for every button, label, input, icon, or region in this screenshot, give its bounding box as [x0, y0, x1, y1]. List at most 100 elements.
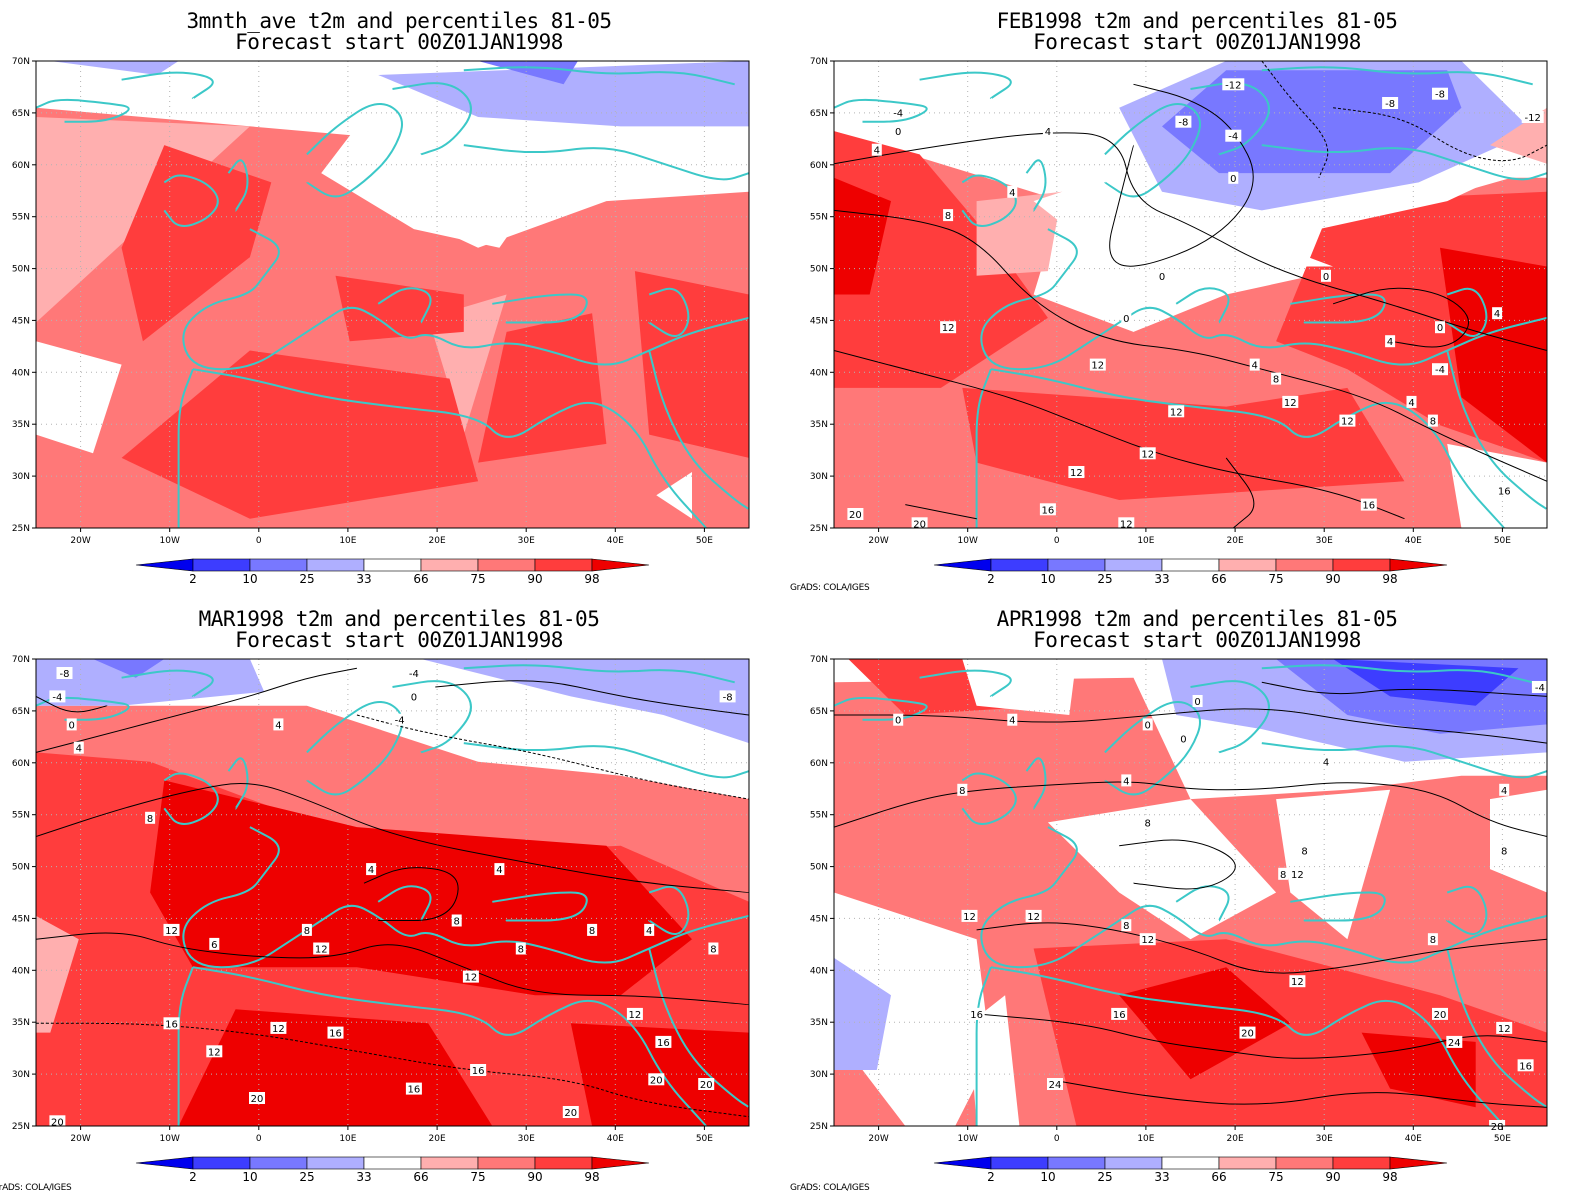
contour-line: [1333, 107, 1547, 162]
contour-label: 8: [959, 786, 965, 797]
colorbar-label: 10: [242, 1170, 257, 1184]
grads-credit: GrADS: COLA/IGES: [0, 1183, 72, 1193]
coastline: [1261, 664, 1533, 684]
lat-label: 30N: [12, 472, 30, 482]
contour-label: 16: [1042, 505, 1055, 516]
contour-label-box: [1492, 307, 1503, 320]
contour-label-box: [494, 863, 505, 876]
contour-label: 12: [1170, 407, 1183, 418]
contour-label: 28: [1491, 1122, 1504, 1133]
contour-label-box: [1068, 466, 1085, 478]
colorbar-segment: [1218, 1156, 1277, 1170]
contour-label-box: [1121, 774, 1132, 787]
latitude-axis: 70N 65N 60N 55N 50N 45N 40N 35N 30N 25N: [810, 57, 834, 534]
colorbar-segment: [1104, 558, 1163, 572]
contour-label: 8: [710, 945, 716, 956]
contour-label-box: [470, 1064, 487, 1076]
contour-label-box: [391, 713, 408, 726]
lon-label: 30E: [518, 1134, 535, 1144]
contour-label-box: [1299, 844, 1310, 857]
contour-label: -8: [1435, 90, 1445, 101]
colorbar: 2 10 25 33 66 75 90 98: [135, 1156, 650, 1184]
lat-label: 25N: [810, 524, 828, 534]
lon-label: 20W: [70, 1134, 90, 1144]
colorbar-label: 33: [356, 572, 371, 586]
lon-label: 30E: [1316, 1134, 1333, 1144]
contour-label: -4: [52, 692, 62, 703]
colorbar-segment: [1275, 1156, 1334, 1170]
contour-label-box: [626, 1007, 643, 1020]
percentile-region: [36, 341, 122, 454]
panel-feb1998: FEB1998 t2m and percentiles 81-05 Foreca…: [790, 0, 1596, 598]
contour-label: 8: [454, 917, 460, 928]
colorbar-segment: [1332, 558, 1391, 572]
lat-label: 70N: [810, 655, 828, 665]
colorbar-segment: [534, 558, 593, 572]
percentile-region: [656, 472, 692, 519]
contour-label-box: [49, 1115, 66, 1128]
lon-label: 20E: [429, 536, 446, 546]
contour-label: 12: [963, 912, 976, 923]
contour-label: 8: [1123, 921, 1129, 932]
contour-label: 12: [1141, 935, 1154, 946]
contour-line: [976, 922, 1547, 974]
colorbar-label: 10: [242, 572, 257, 586]
percentile-region: [834, 131, 1048, 388]
percentile-region: [121, 145, 272, 342]
colorbar-label: 25: [1097, 1170, 1112, 1184]
lon-label: 50E: [696, 536, 713, 546]
coastline: [1261, 66, 1533, 86]
contour-label-box: [893, 125, 904, 138]
contour-label-box: [1521, 111, 1544, 123]
contour-label-box: [408, 690, 419, 703]
contour-label-box: [1427, 933, 1438, 946]
coastline: [36, 98, 130, 123]
coastline: [463, 66, 735, 86]
contour-label-box: [1496, 1021, 1513, 1034]
lon-label: 10W: [958, 536, 978, 546]
contour-line: [1119, 839, 1236, 890]
contour-line: [834, 209, 1547, 482]
lat-label: 70N: [810, 57, 828, 67]
coastlines: [834, 664, 1547, 1126]
contour-line: [1225, 457, 1255, 528]
lat-label: 35N: [810, 420, 828, 430]
coastline: [919, 71, 1012, 100]
lon-label: 0: [256, 536, 262, 546]
contour-line: [834, 132, 1547, 351]
coastline: [1190, 680, 1270, 754]
contour-line: [834, 350, 1405, 520]
percentile-region: [36, 915, 79, 1033]
contour-label: 8: [589, 926, 595, 937]
contour-label-box: [1499, 783, 1510, 796]
colorbar-label: 98: [1382, 572, 1397, 586]
percentile-region: [976, 191, 1063, 276]
lon-label: 20E: [1227, 536, 1244, 546]
contour-label: 4: [1123, 776, 1129, 787]
lon-label: 20E: [429, 1134, 446, 1144]
colorbar-label: 25: [1097, 572, 1112, 586]
colorbar-segment: [1275, 558, 1334, 572]
colorbar-segment: [1161, 558, 1220, 572]
contour-label-box: [562, 1106, 579, 1118]
contour-label-box: [1225, 129, 1242, 142]
lon-label: 50E: [1494, 536, 1511, 546]
coastline: [177, 368, 194, 528]
panel-subtitle: Forecast start 00Z01JAN1998: [235, 30, 563, 54]
coastline: [121, 669, 214, 698]
contour-label-box: [145, 811, 156, 824]
lat-label: 55N: [12, 811, 30, 821]
contour-label-box: [163, 1017, 180, 1030]
map-figure: -8 -4 0 4 -4 0 -4 -8 4 8 4 4 12 8 6 12 8 8 8 4 8 12 16 12 12 16 16…: [12, 655, 750, 1184]
lat-label: 25N: [12, 1122, 30, 1132]
contour-label-box: [327, 1026, 344, 1039]
contour-label: 16: [1362, 501, 1375, 512]
contour-label-box: [313, 942, 330, 955]
colorbar-label: 75: [1268, 1170, 1283, 1184]
lat-label: 35N: [12, 420, 30, 430]
contour-line: [1261, 61, 1329, 179]
contour-label: 16: [1498, 487, 1511, 498]
lon-label: 10W: [160, 1134, 180, 1144]
contour-label: -4: [1228, 132, 1238, 143]
lon-label: 10E: [1137, 536, 1154, 546]
